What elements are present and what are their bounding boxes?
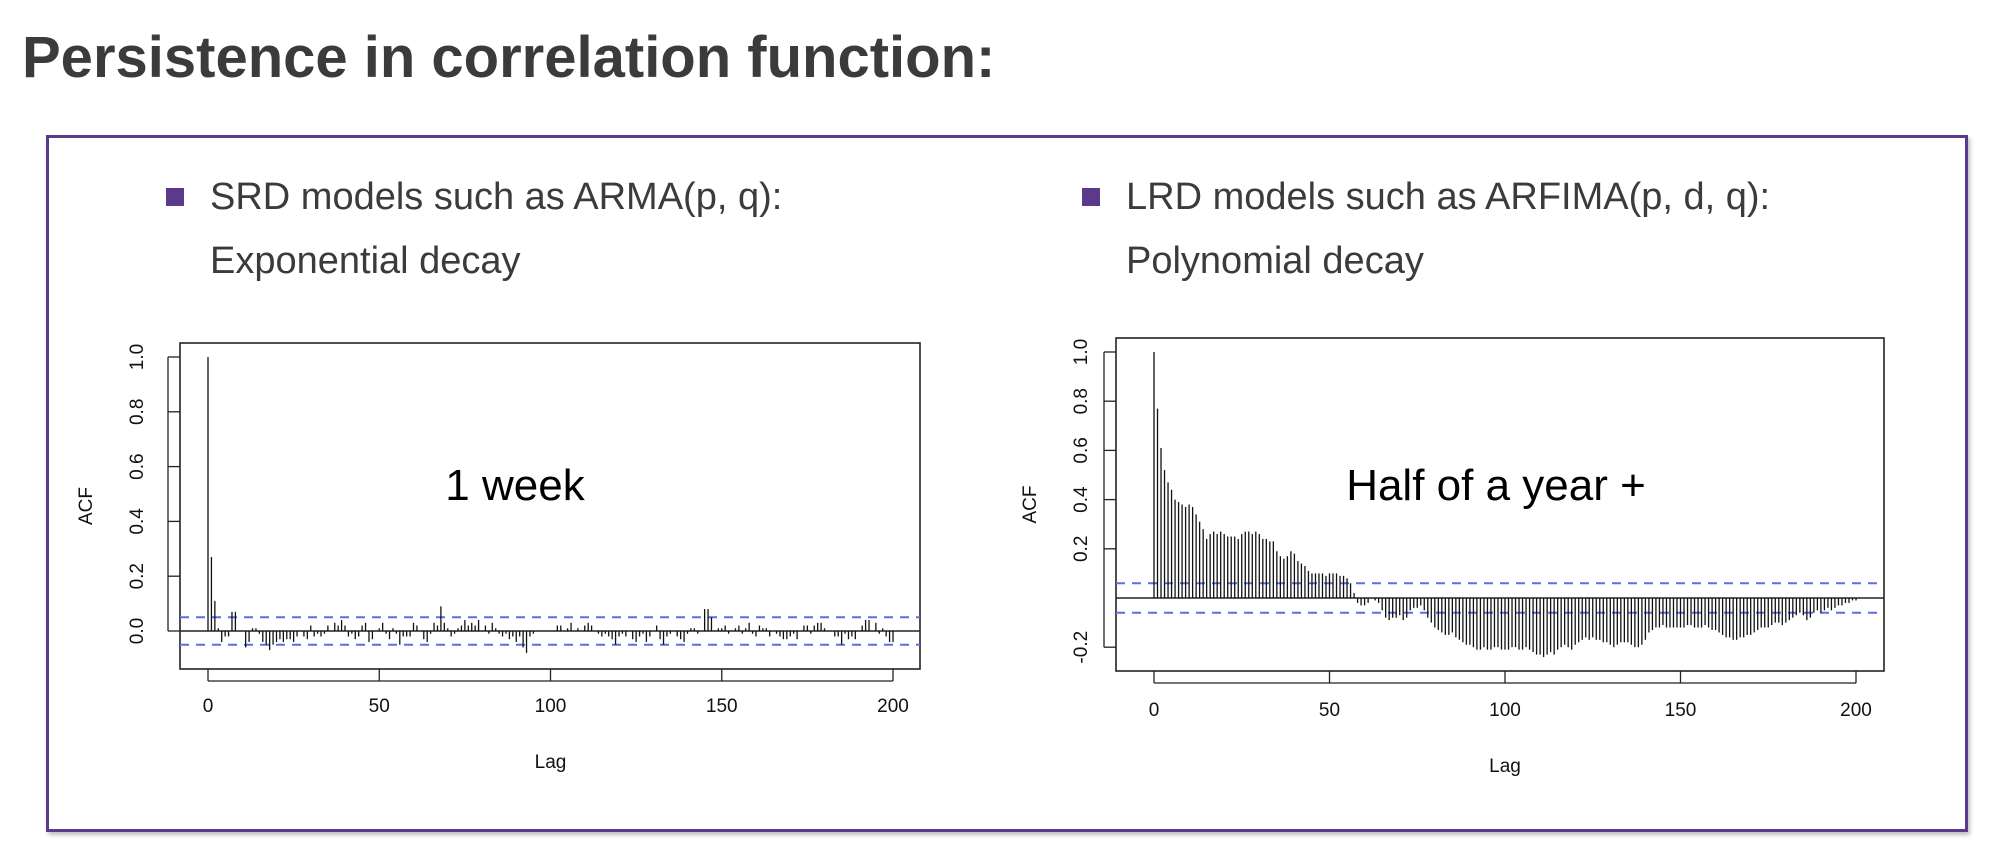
slide-title: Persistence in correlation function: [22, 25, 996, 90]
x-tick-label: 50 [369, 696, 390, 717]
y-tick-label: 0.4 [127, 508, 148, 535]
x-tick-label: 0 [1149, 700, 1160, 721]
x-tick-label: 200 [1840, 700, 1872, 721]
x-tick-label: 0 [203, 696, 214, 717]
y-tick-label: 0.6 [127, 453, 148, 479]
x-tick-label: 50 [1319, 700, 1340, 721]
bullet-lrd-line1: LRD models such as ARFIMA(p, d, q): [1126, 176, 1771, 218]
chart-annotation: 1 week [445, 461, 585, 510]
y-axis-label: ACF [76, 487, 97, 525]
x-axis-label: Lag [1489, 756, 1521, 777]
content-frame [46, 135, 1968, 832]
y-axis-label: ACF [1020, 486, 1041, 524]
bullet-srd-line2: Exponential decay [210, 240, 521, 282]
x-tick-label: 100 [1489, 700, 1521, 721]
y-tick-label: 0.4 [1071, 486, 1092, 513]
y-tick-label: 0.2 [127, 563, 148, 589]
x-tick-label: 150 [706, 696, 738, 717]
x-tick-label: 200 [877, 696, 909, 717]
bullet-lrd: LRD models such as ARFIMA(p, d, q): Poly… [1082, 165, 1771, 293]
bullet-lrd-line2: Polynomial decay [1126, 240, 1424, 282]
bullet-srd-line1: SRD models such as ARMA(p, q): [210, 176, 783, 218]
y-tick-label: 0.6 [1071, 437, 1092, 463]
y-tick-label: 0.2 [1071, 536, 1092, 562]
x-tick-label: 100 [535, 696, 567, 717]
y-tick-label: 0.8 [127, 399, 148, 425]
y-tick-label: 0.8 [1071, 388, 1092, 414]
plot-box [1115, 337, 1885, 672]
x-axis-label: Lag [535, 752, 567, 773]
y-tick-label: 0.0 [127, 618, 148, 644]
y-tick-label: 1.0 [1071, 339, 1092, 365]
bullet-srd: SRD models such as ARMA(p, q): Exponenti… [166, 165, 783, 293]
y-tick-label: 1.0 [127, 344, 148, 370]
acf-chart-2: -0.2 0.2 0.4 0.6 0.8 1.0 0 50 100 150 200 ACF Lag Hal… [1020, 337, 1885, 777]
bullet-square-icon [166, 188, 184, 206]
x-tick-label: 150 [1665, 700, 1697, 721]
bullet-square-icon [1082, 188, 1100, 206]
y-tick-label: -0.2 [1071, 631, 1092, 664]
acf-chart-1: 0.0 0.2 0.4 0.6 0.8 1.0 0 50 100 150 200 ACF Lag 1 we… [76, 342, 921, 773]
chart-annotation: Half of a year + [1346, 461, 1646, 510]
